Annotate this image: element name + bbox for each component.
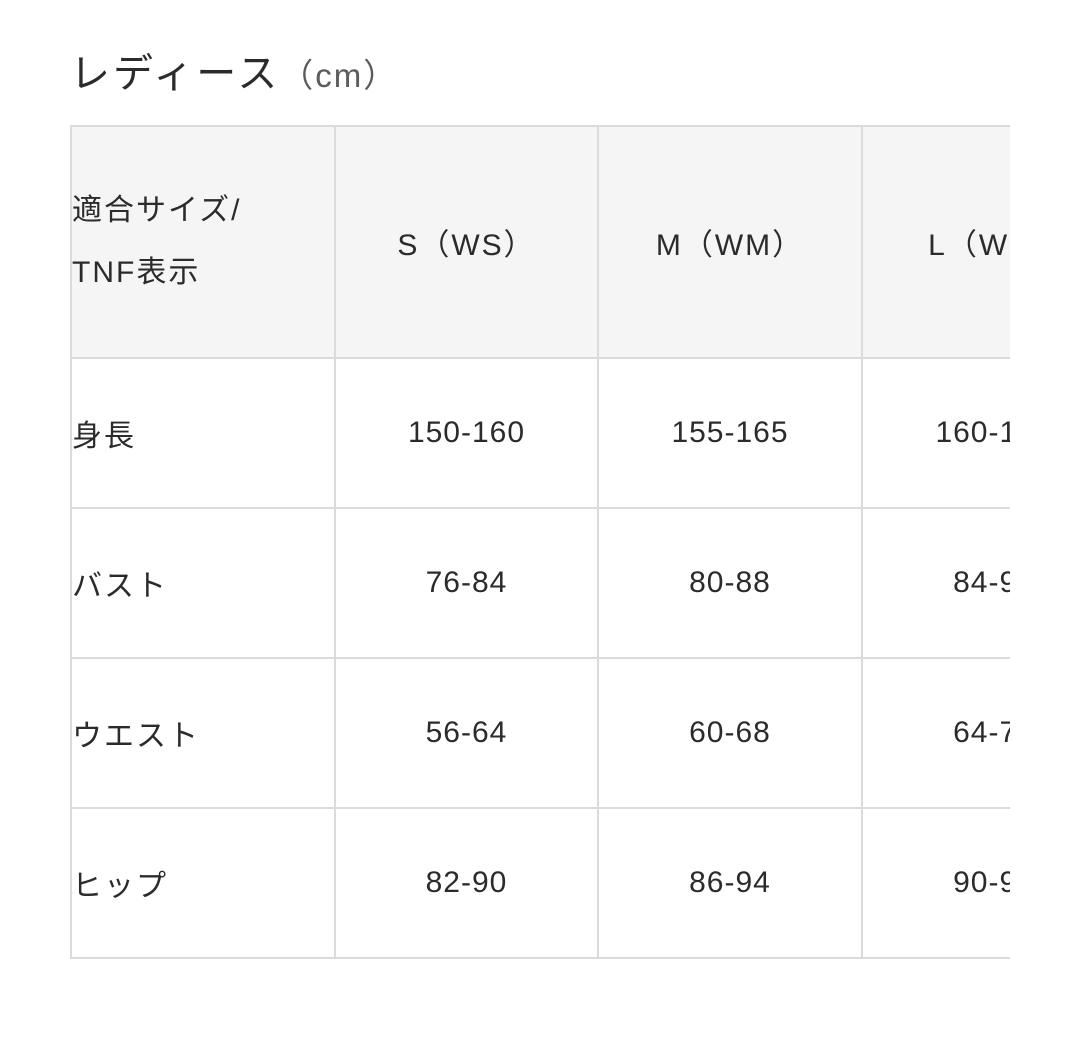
size-table-header: 適合サイズ/ TNF表示 S（WS） M（WM） L（WL）: [70, 125, 1010, 359]
page-title-text: レディース: [70, 52, 281, 96]
cell-bust-m: 80-88: [597, 507, 863, 659]
size-chart-page: レディース（cm） 適合サイズ/ TNF表示 S（WS） M（WM） L（WL）: [70, 50, 1080, 959]
header-cell-size-label: 適合サイズ/ TNF表示: [70, 125, 336, 359]
cell-hip-l: 90-98: [861, 807, 1010, 959]
size-table: 適合サイズ/ TNF表示 S（WS） M（WM） L（WL） 身長 150-16…: [70, 125, 1010, 959]
header-row: 適合サイズ/ TNF表示 S（WS） M（WM） L（WL）: [70, 125, 1010, 359]
row-label-hip: ヒップ: [70, 807, 336, 959]
size-table-scroll[interactable]: 適合サイズ/ TNF表示 S（WS） M（WM） L（WL） 身長 150-16…: [70, 125, 1010, 959]
cell-waist-s: 56-64: [334, 657, 599, 809]
cell-height-s: 150-160: [334, 357, 599, 509]
table-row-hip: ヒップ 82-90 86-94 90-98: [70, 807, 1010, 959]
cell-hip-m: 86-94: [597, 807, 863, 959]
page-title: レディース（cm）: [70, 50, 1080, 100]
table-row-bust: バスト 76-84 80-88 84-92: [70, 507, 1010, 659]
cell-bust-s: 76-84: [334, 507, 599, 659]
header-cell-size-l: L（WL）: [861, 125, 1010, 359]
row-label-bust: バスト: [70, 507, 336, 659]
cell-hip-s: 82-90: [334, 807, 599, 959]
cell-bust-l: 84-92: [861, 507, 1010, 659]
cell-height-l: 160-170: [861, 357, 1010, 509]
cell-height-m: 155-165: [597, 357, 863, 509]
size-table-body: 身長 150-160 155-165 160-170 バスト 76-84 80-…: [70, 357, 1010, 959]
cell-waist-l: 64-72: [861, 657, 1010, 809]
row-label-waist: ウエスト: [70, 657, 336, 809]
table-row-height: 身長 150-160 155-165 160-170: [70, 357, 1010, 509]
table-row-waist: ウエスト 56-64 60-68 64-72: [70, 657, 1010, 809]
header-size-label-line2: TNF表示: [72, 256, 201, 289]
page-title-unit: （cm）: [280, 57, 399, 94]
header-size-label-line1: 適合サイズ/: [72, 194, 242, 227]
header-cell-size-m: M（WM）: [597, 125, 863, 359]
header-cell-size-s: S（WS）: [334, 125, 599, 359]
cell-waist-m: 60-68: [597, 657, 863, 809]
row-label-height: 身長: [70, 357, 336, 509]
